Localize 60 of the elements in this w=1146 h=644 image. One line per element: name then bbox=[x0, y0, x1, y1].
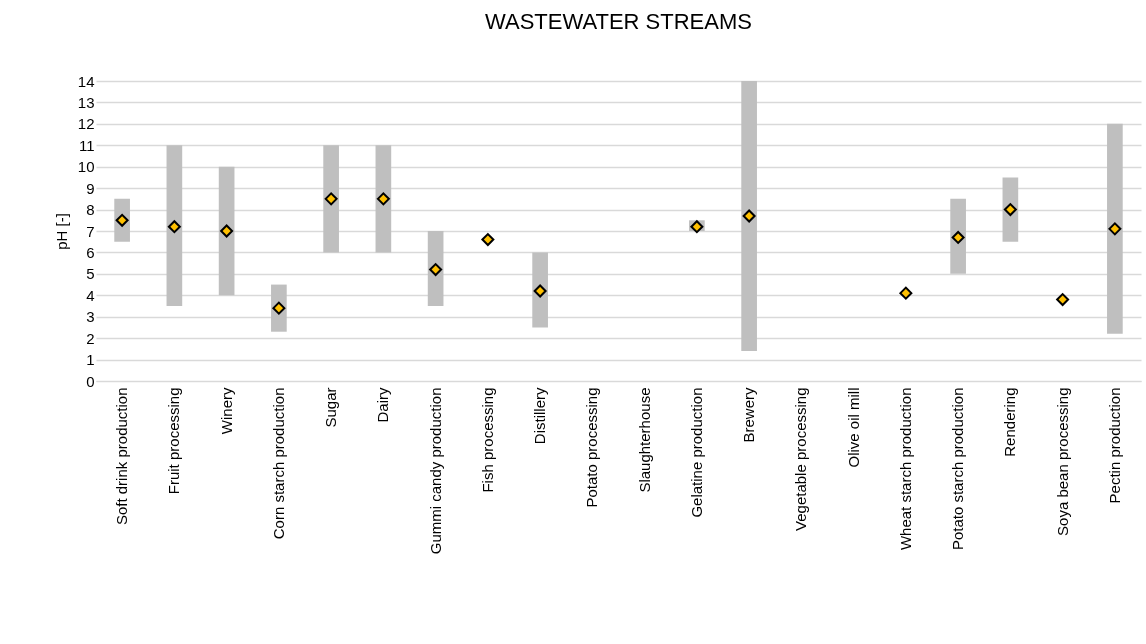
bar bbox=[1002, 177, 1019, 242]
x-tick-label: Gelatine production bbox=[687, 387, 705, 518]
x-tick-label: Soft drink production bbox=[113, 387, 131, 526]
x-tick-label: Winery bbox=[217, 387, 235, 435]
x-tick-label: Potato processing bbox=[583, 387, 601, 508]
point bbox=[899, 286, 913, 300]
bar bbox=[323, 145, 339, 253]
y-tick-label: 6 bbox=[86, 243, 95, 261]
point bbox=[951, 230, 965, 244]
x-tick-label: Rendering bbox=[1001, 387, 1019, 457]
y-tick-label: 11 bbox=[78, 136, 95, 154]
x-tick-label: Vegetable processing bbox=[792, 387, 810, 531]
x-tick-label: Pectin production bbox=[1105, 387, 1123, 504]
x-tick-label: Soya bean processing bbox=[1053, 387, 1071, 536]
bar bbox=[375, 145, 392, 253]
x-tick-label: Slaughterhouse bbox=[635, 387, 653, 493]
y-tick-label: 1 bbox=[86, 351, 95, 369]
y-tick-label: 10 bbox=[77, 158, 95, 176]
x-tick-label: Olive oil mill bbox=[844, 387, 862, 468]
y-tick-label: 2 bbox=[86, 329, 95, 347]
x-tick-label: Wheat starch production bbox=[896, 387, 914, 551]
x-tick-label: Gummi candy production bbox=[426, 387, 444, 555]
bar bbox=[950, 198, 966, 274]
y-tick-label: 9 bbox=[86, 179, 95, 197]
point bbox=[376, 192, 390, 206]
bar bbox=[1107, 123, 1123, 334]
point bbox=[324, 192, 338, 206]
point bbox=[1003, 203, 1017, 217]
x-tick-label: Sugar bbox=[322, 387, 340, 428]
y-axis-title: pH [-] bbox=[52, 213, 70, 250]
point bbox=[481, 233, 495, 247]
point bbox=[533, 284, 547, 298]
x-tick-label: Fish processing bbox=[478, 387, 496, 493]
y-tick-label: 8 bbox=[86, 201, 95, 219]
y-tick-label: 0 bbox=[86, 372, 95, 390]
x-tick-label: Distillery bbox=[531, 387, 549, 445]
y-tick-label: 3 bbox=[86, 308, 95, 326]
bar bbox=[166, 145, 183, 306]
point bbox=[1108, 222, 1122, 236]
bar bbox=[741, 81, 757, 351]
point bbox=[742, 209, 756, 223]
bar bbox=[218, 166, 235, 296]
x-tick-label: Fruit processing bbox=[165, 387, 183, 495]
y-tick-label: 14 bbox=[77, 72, 95, 90]
point bbox=[167, 220, 181, 234]
chart-title: WASTEWATER STREAMS bbox=[485, 9, 752, 34]
y-tick-label: 4 bbox=[86, 286, 95, 304]
point bbox=[429, 263, 443, 277]
y-tick-label: 13 bbox=[77, 93, 95, 111]
x-tick-label: Corn starch production bbox=[269, 387, 287, 540]
bar bbox=[427, 231, 444, 306]
x-tick-label: Brewery bbox=[740, 387, 758, 443]
bar bbox=[532, 252, 548, 328]
y-tick-label: 5 bbox=[86, 265, 95, 283]
y-tick-label: 12 bbox=[77, 115, 95, 133]
x-tick-label: Potato starch production bbox=[949, 387, 967, 551]
x-tick-label: Dairy bbox=[374, 387, 392, 423]
point bbox=[1056, 293, 1070, 307]
y-tick-label: 7 bbox=[86, 222, 95, 240]
point bbox=[220, 224, 234, 238]
